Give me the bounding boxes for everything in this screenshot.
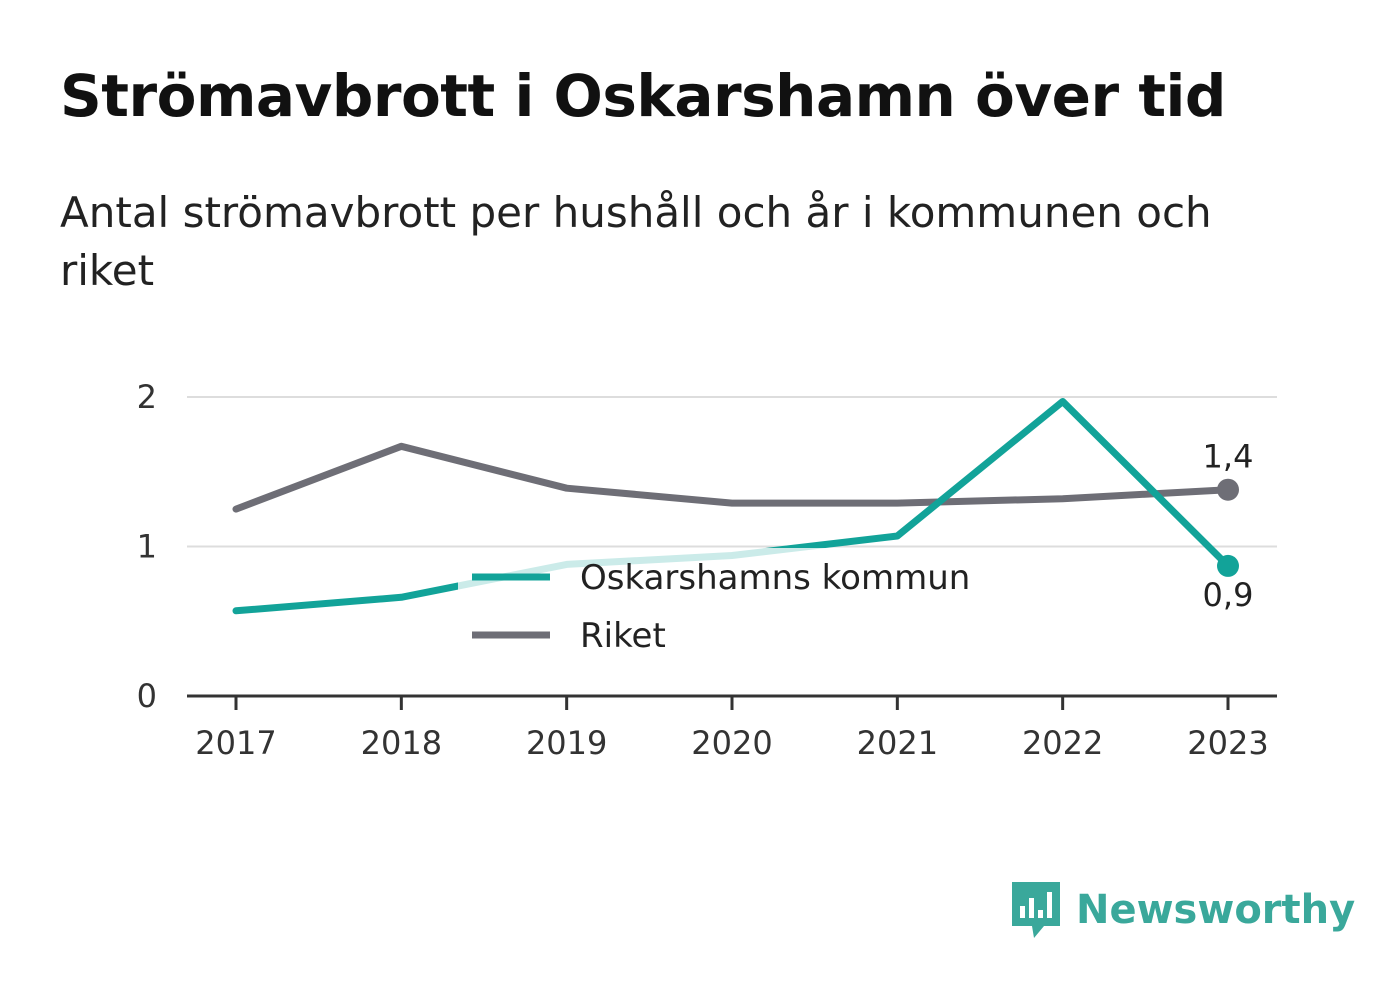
x-tick-label: 2023	[1187, 724, 1268, 762]
legend: Oskarshamns kommun Riket	[458, 548, 1004, 660]
y-tick-label: 1	[137, 528, 157, 566]
series-line-1	[232, 442, 1232, 513]
x-tick-label: 2019	[526, 724, 607, 762]
brand-name: Newsworthy	[1076, 887, 1356, 933]
chart-title: Strömavbrott i Oskarshamn över tid	[60, 62, 1226, 130]
chart-subtitle: Antal strömavbrott per hushåll och år i …	[60, 188, 1212, 295]
end-point	[1217, 478, 1239, 501]
end-markers: 0,9 1,4	[1203, 438, 1254, 614]
brand: Newsworthy	[1010, 880, 1355, 940]
end-value-label: 0,9	[1203, 576, 1254, 614]
x-tick-label: 2021	[857, 724, 938, 762]
x-tick-label: 2017	[195, 724, 276, 762]
x-tick-label: 2018	[361, 724, 442, 762]
gridlines	[187, 396, 1277, 548]
y-tick-label: 2	[137, 378, 157, 416]
y-axis-ticks: 0 1 2	[137, 378, 157, 715]
x-tick-label: 2020	[691, 724, 772, 762]
x-axis: 2017 2018 2019 2020 2021 2022 2023	[187, 694, 1277, 762]
legend-label: Riket	[580, 616, 666, 656]
end-value-label: 1,4	[1203, 438, 1254, 476]
x-tick-label: 2022	[1022, 724, 1103, 762]
newsworthy-logo-icon	[1012, 882, 1060, 938]
legend-label: Oskarshamns kommun	[580, 558, 970, 598]
end-point	[1217, 554, 1239, 577]
y-tick-label: 0	[137, 677, 157, 715]
legend-background	[458, 548, 1004, 660]
